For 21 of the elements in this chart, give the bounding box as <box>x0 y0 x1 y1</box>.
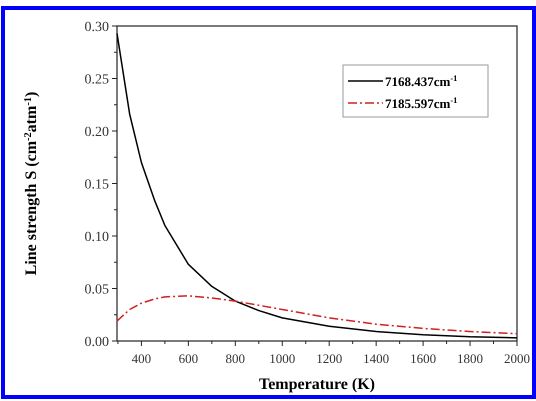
line-series <box>116 295 518 334</box>
legend-label: 7168.437cm$^{-1}$ <box>385 73 458 89</box>
y-tick-label: 0.25 <box>84 72 109 88</box>
y-tick-label: 0.05 <box>84 282 109 298</box>
x-tick-label: 2000 <box>504 351 530 366</box>
x-tick-label: 1200 <box>316 351 342 366</box>
x-axis-title: Temperature (K) <box>259 376 375 393</box>
x-tick-label: 1000 <box>269 351 296 366</box>
x-tick-label: 1800 <box>457 351 484 366</box>
x-tick-label: 400 <box>132 351 152 366</box>
y-tick-label: 0.00 <box>84 335 109 350</box>
y-tick-label: 0.10 <box>84 230 109 245</box>
y-tick-label: 0.30 <box>84 20 109 35</box>
y-tick-label: 0.20 <box>84 125 109 140</box>
x-tick-label: 1400 <box>363 351 390 366</box>
legend-label: 7185.597cm$^{-1}$ <box>385 95 458 111</box>
line-series <box>116 32 518 339</box>
x-tick-label: 800 <box>226 351 246 366</box>
x-tick-label: 600 <box>178 351 198 366</box>
x-tick-label: 1600 <box>410 351 436 366</box>
y-tick-label: 0.15 <box>84 178 109 192</box>
